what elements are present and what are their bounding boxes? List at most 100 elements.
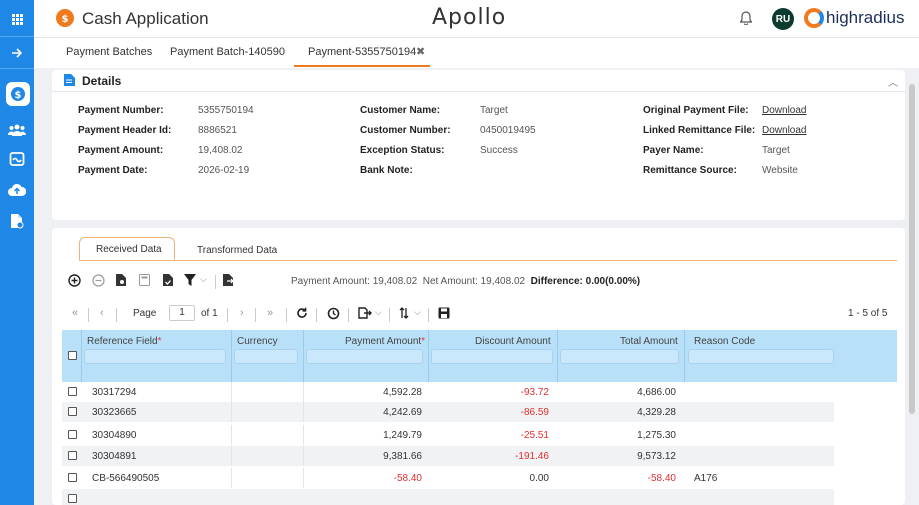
tab-transformed-data[interactable]: Transformed Data bbox=[197, 245, 278, 256]
tab-bar: Payment Batches Payment Batch-140590 Pay… bbox=[34, 38, 919, 68]
notification-bell-icon[interactable] bbox=[739, 11, 753, 28]
discount-amount-cell[interactable]: -86.59 bbox=[520, 407, 549, 418]
collapse-chevron-icon[interactable]: ︿ bbox=[888, 78, 898, 89]
calculator-icon[interactable] bbox=[139, 274, 150, 286]
reference-cell[interactable]: 30304891 bbox=[92, 451, 137, 462]
next-page-icon[interactable]: › bbox=[240, 307, 244, 319]
app-grid-icon[interactable] bbox=[0, 4, 34, 34]
original-payment-download-link[interactable]: Download bbox=[762, 105, 807, 116]
payments-nav-icon[interactable]: $ bbox=[6, 82, 30, 106]
page-number-input[interactable]: 1 bbox=[169, 305, 195, 321]
remittance-source-value: Website bbox=[762, 165, 798, 176]
tab-payment-batches[interactable]: Payment Batches bbox=[66, 46, 153, 58]
payment-amount-cell[interactable]: 4,592.28 bbox=[383, 387, 422, 398]
col-header-payment-amount[interactable]: Payment Amount* bbox=[345, 336, 426, 347]
linked-remittance-file-label: Linked Remittance File: bbox=[643, 125, 756, 136]
col-header-currency[interactable]: Currency bbox=[237, 336, 278, 347]
sort-icon[interactable] bbox=[399, 307, 409, 319]
payment-amount-cell[interactable]: 9,381.66 bbox=[383, 451, 422, 462]
tab-payment[interactable]: Payment-5355750194 bbox=[308, 46, 417, 58]
row-checkbox[interactable] bbox=[68, 494, 77, 503]
discount-amount-cell[interactable]: -93.72 bbox=[520, 387, 549, 398]
reference-cell[interactable]: CB-566490505 bbox=[92, 473, 160, 484]
expand-arrow-icon[interactable] bbox=[0, 38, 34, 68]
reference-cell[interactable]: 30317294 bbox=[92, 387, 137, 398]
total-amount-cell[interactable]: 4,329.28 bbox=[637, 407, 676, 418]
row-checkbox[interactable] bbox=[68, 387, 77, 396]
payment-amount-cell[interactable]: 4,242.69 bbox=[383, 407, 422, 418]
tab-payment-batch[interactable]: Payment Batch-140590 bbox=[170, 46, 285, 58]
previous-page-icon[interactable]: ‹ bbox=[100, 307, 104, 319]
close-tab-icon[interactable]: ✖ bbox=[416, 46, 426, 58]
export-document-icon[interactable] bbox=[222, 273, 235, 287]
page-scrollbar[interactable] bbox=[909, 84, 915, 414]
total-amount-cell[interactable]: -58.40 bbox=[647, 473, 676, 484]
currency-filter-input[interactable] bbox=[234, 349, 298, 364]
payment-amount-cell[interactable]: 1,249.79 bbox=[383, 430, 422, 441]
row-checkbox[interactable] bbox=[68, 407, 77, 416]
cash-app-logo-icon: $ bbox=[56, 9, 74, 27]
page-label: Page bbox=[133, 308, 157, 319]
discount-amount-cell[interactable]: -191.46 bbox=[515, 451, 549, 462]
export-icon[interactable] bbox=[358, 307, 372, 319]
new-row[interactable] bbox=[62, 489, 834, 505]
payment-amount-filter-input[interactable] bbox=[306, 349, 423, 364]
filter-icon[interactable] bbox=[184, 274, 196, 286]
filter-dropdown-chevron-icon[interactable]: ⌵ bbox=[200, 274, 207, 284]
save-icon[interactable] bbox=[438, 307, 450, 319]
table-row[interactable]: 30317294 4,592.28 -93.72 4,686.00 bbox=[62, 382, 834, 402]
reason-code-filter-input[interactable] bbox=[688, 349, 834, 364]
original-payment-file-label: Original Payment File: bbox=[643, 105, 749, 116]
remittance-nav-icon[interactable] bbox=[0, 144, 34, 174]
sort-dropdown-chevron-icon[interactable]: ⌵ bbox=[414, 307, 421, 317]
remove-row-icon[interactable] bbox=[92, 274, 105, 287]
export-dropdown-chevron-icon[interactable]: ⌵ bbox=[375, 307, 382, 317]
row-checkbox[interactable] bbox=[68, 451, 77, 460]
page-of-label: of 1 bbox=[201, 308, 218, 319]
col-header-total-amount[interactable]: Total Amount bbox=[620, 336, 678, 347]
col-header-reference-field[interactable]: Reference Field* bbox=[87, 336, 162, 347]
document-search-icon[interactable] bbox=[115, 273, 127, 287]
last-page-icon[interactable]: » bbox=[267, 307, 274, 319]
discount-amount-cell[interactable]: 0.00 bbox=[529, 473, 549, 484]
reference-cell[interactable]: 30323665 bbox=[92, 407, 137, 418]
total-amount-cell[interactable]: 4,686.00 bbox=[637, 387, 676, 398]
document-check-icon[interactable] bbox=[162, 273, 174, 287]
remittance-source-label: Remittance Source: bbox=[643, 165, 737, 176]
total-amount-filter-input[interactable] bbox=[560, 349, 679, 364]
user-avatar[interactable]: RU bbox=[772, 8, 794, 30]
linked-remittance-download-link[interactable]: Download bbox=[762, 125, 807, 136]
table-row[interactable]: 30323665 4,242.69 -86.59 4,329.28 bbox=[62, 402, 834, 422]
col-header-reason-code[interactable]: Reason Code bbox=[694, 336, 756, 347]
select-all-checkbox[interactable] bbox=[68, 351, 77, 360]
reason-code-cell[interactable]: A176 bbox=[694, 473, 718, 484]
payment-amount-label: Payment Amount: bbox=[78, 145, 164, 156]
reference-field-filter-input[interactable] bbox=[84, 349, 226, 364]
document-nav-icon[interactable] bbox=[0, 206, 34, 236]
row-checkbox[interactable] bbox=[68, 430, 77, 439]
reference-cell[interactable]: 30304890 bbox=[92, 430, 137, 441]
history-icon[interactable] bbox=[327, 307, 340, 320]
row-checkbox[interactable] bbox=[68, 473, 77, 482]
total-amount-cell[interactable]: 9,573.12 bbox=[637, 451, 676, 462]
add-row-icon[interactable] bbox=[68, 274, 81, 287]
users-nav-icon[interactable] bbox=[0, 115, 34, 145]
payment-amount-cell[interactable]: -58.40 bbox=[393, 473, 422, 484]
discount-amount-cell[interactable]: -25.51 bbox=[520, 430, 549, 441]
first-page-icon[interactable]: « bbox=[72, 307, 79, 319]
payment-header-id-value: 8886521 bbox=[198, 125, 237, 136]
details-header[interactable]: Details ︿ bbox=[52, 70, 905, 92]
upload-cloud-icon[interactable] bbox=[0, 175, 34, 205]
received-data-tab-frame bbox=[79, 237, 175, 261]
table-row[interactable]: 30304891 9,381.66 -191.46 9,573.12 bbox=[62, 446, 834, 466]
discount-amount-filter-input[interactable] bbox=[431, 349, 553, 364]
tab-received-data[interactable]: Received Data bbox=[96, 244, 162, 255]
table-row[interactable]: CB-566490505 -58.40 0.00 -58.40 A176 bbox=[62, 468, 834, 488]
refresh-icon[interactable] bbox=[296, 307, 308, 319]
company-logo-text: highradius bbox=[826, 8, 905, 27]
top-bar: $ Cash Application Apollo RU highradius bbox=[34, 0, 919, 38]
col-header-discount-amount[interactable]: Discount Amount bbox=[475, 336, 551, 347]
payer-name-value: Target bbox=[762, 145, 790, 156]
table-row[interactable]: 30304890 1,249.79 -25.51 1,275.30 bbox=[62, 425, 834, 445]
total-amount-cell[interactable]: 1,275.30 bbox=[637, 430, 676, 441]
